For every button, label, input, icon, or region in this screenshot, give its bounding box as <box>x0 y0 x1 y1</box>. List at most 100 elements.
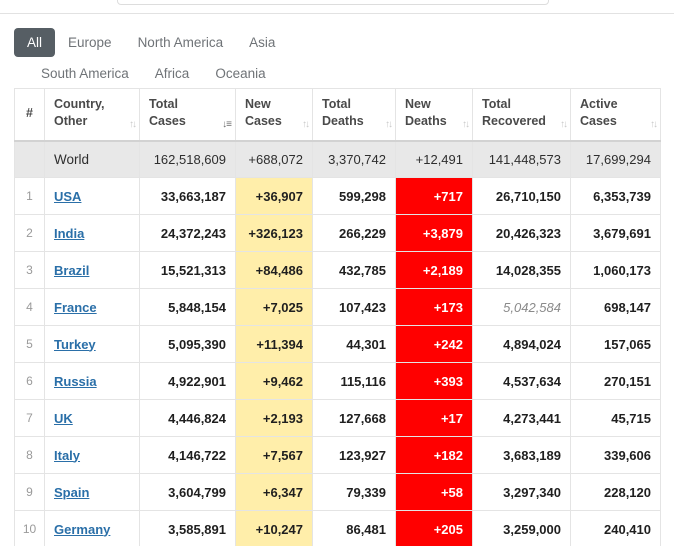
country-link[interactable]: France <box>54 300 97 315</box>
header-row: # Country, Other ↑↓ Total Cases ↓≡ New C… <box>15 89 661 141</box>
new-deaths-cell: +717 <box>396 178 473 215</box>
column-header-total-deaths[interactable]: Total Deaths ↑↓ <box>313 89 396 141</box>
new-deaths-cell: +12,491 <box>396 141 473 178</box>
new-cases-cell: +10,247 <box>236 511 313 546</box>
total-cases-cell: 3,604,799 <box>140 474 236 511</box>
header-label: Deaths <box>405 113 466 130</box>
total-recovered-cell: 3,683,189 <box>473 437 571 474</box>
total-cases-cell: 5,848,154 <box>140 289 236 326</box>
header-label: Total <box>482 96 564 113</box>
total-recovered-cell: 20,426,323 <box>473 215 571 252</box>
country-link[interactable]: USA <box>54 189 81 204</box>
header-label: New <box>245 96 306 113</box>
country-cell: Russia <box>45 363 140 400</box>
tab-asia[interactable]: Asia <box>236 28 288 57</box>
column-header-rank[interactable]: # <box>15 89 45 141</box>
sort-desc-icon: ↓≡ <box>222 119 231 130</box>
table-row: 7 UK 4,446,824 +2,193 127,668 +17 4,273,… <box>15 400 661 437</box>
tab-africa[interactable]: Africa <box>142 59 203 88</box>
rank-cell: 3 <box>15 252 45 289</box>
tab-north-america[interactable]: North America <box>125 28 237 57</box>
country-link[interactable]: Brazil <box>54 263 89 278</box>
rank-cell: 6 <box>15 363 45 400</box>
tab-row-1: All Europe North America Asia <box>14 28 288 57</box>
country-cell: USA <box>45 178 140 215</box>
total-recovered-cell: 4,273,441 <box>473 400 571 437</box>
total-deaths-cell: 44,301 <box>313 326 396 363</box>
sort-icon: ↑↓ <box>302 119 308 130</box>
country-link[interactable]: UK <box>54 411 73 426</box>
world-summary-row: World 162,518,609 +688,072 3,370,742 +12… <box>15 141 661 178</box>
new-deaths-cell: +393 <box>396 363 473 400</box>
column-header-new-cases[interactable]: New Cases ↑↓ <box>236 89 313 141</box>
active-cases-cell: 17,699,294 <box>571 141 661 178</box>
active-cases-cell: 228,120 <box>571 474 661 511</box>
new-cases-cell: +84,486 <box>236 252 313 289</box>
country-cell: UK <box>45 400 140 437</box>
new-deaths-cell: +205 <box>396 511 473 546</box>
search-input-partial[interactable] <box>117 0 549 5</box>
country-link[interactable]: India <box>54 226 84 241</box>
total-recovered-cell: 26,710,150 <box>473 178 571 215</box>
header-label: Deaths <box>322 113 389 130</box>
new-deaths-cell: +17 <box>396 400 473 437</box>
header-label: Cases <box>580 113 654 130</box>
total-deaths-cell: 3,370,742 <box>313 141 396 178</box>
new-cases-cell: +7,025 <box>236 289 313 326</box>
total-cases-cell: 5,095,390 <box>140 326 236 363</box>
new-cases-cell: +688,072 <box>236 141 313 178</box>
rank-cell: 10 <box>15 511 45 546</box>
tab-all[interactable]: All <box>14 28 55 57</box>
tab-europe[interactable]: Europe <box>55 28 125 57</box>
total-cases-cell: 24,372,243 <box>140 215 236 252</box>
total-recovered-cell: 141,448,573 <box>473 141 571 178</box>
new-cases-cell: +2,193 <box>236 400 313 437</box>
column-header-active-cases[interactable]: Active Cases ↑↓ <box>571 89 661 141</box>
column-header-total-recovered[interactable]: Total Recovered ↑↓ <box>473 89 571 141</box>
new-deaths-cell: +182 <box>396 437 473 474</box>
country-link[interactable]: Germany <box>54 522 110 537</box>
country-cell: Italy <box>45 437 140 474</box>
country-link[interactable]: Spain <box>54 485 89 500</box>
country-link[interactable]: Italy <box>54 448 80 463</box>
new-cases-cell: +9,462 <box>236 363 313 400</box>
header-label: Active <box>580 96 654 113</box>
country-cell: Brazil <box>45 252 140 289</box>
new-cases-cell: +11,394 <box>236 326 313 363</box>
country-cell: Germany <box>45 511 140 546</box>
rank-cell: 2 <box>15 215 45 252</box>
new-cases-cell: +7,567 <box>236 437 313 474</box>
continent-tabs: All Europe North America Asia South Amer… <box>14 28 288 88</box>
sort-icon: ↑↓ <box>129 119 135 130</box>
column-header-total-cases[interactable]: Total Cases ↓≡ <box>140 89 236 141</box>
column-header-new-deaths[interactable]: New Deaths ↑↓ <box>396 89 473 141</box>
total-recovered-cell: 3,259,000 <box>473 511 571 546</box>
table-row: 2 India 24,372,243 +326,123 266,229 +3,8… <box>15 215 661 252</box>
country-cell: Spain <box>45 474 140 511</box>
header-label: # <box>17 105 42 122</box>
table-row: 6 Russia 4,922,901 +9,462 115,116 +393 4… <box>15 363 661 400</box>
tab-oceania[interactable]: Oceania <box>202 59 278 88</box>
total-recovered-cell: 4,537,634 <box>473 363 571 400</box>
total-recovered-cell: 3,297,340 <box>473 474 571 511</box>
sort-icon: ↑↓ <box>385 119 391 130</box>
table-row: 9 Spain 3,604,799 +6,347 79,339 +58 3,29… <box>15 474 661 511</box>
country-link[interactable]: Russia <box>54 374 97 389</box>
header-label: Country, <box>54 96 133 113</box>
country-link[interactable]: Turkey <box>54 337 96 352</box>
rank-cell: 7 <box>15 400 45 437</box>
active-cases-cell: 6,353,739 <box>571 178 661 215</box>
covid-stats-table: # Country, Other ↑↓ Total Cases ↓≡ New C… <box>14 88 661 546</box>
column-header-country[interactable]: Country, Other ↑↓ <box>45 89 140 141</box>
total-cases-cell: 15,521,313 <box>140 252 236 289</box>
table-row: 8 Italy 4,146,722 +7,567 123,927 +182 3,… <box>15 437 661 474</box>
rank-cell <box>15 141 45 178</box>
top-divider <box>0 13 674 14</box>
tab-south-america[interactable]: South America <box>28 59 142 88</box>
header-label: Cases <box>149 113 229 130</box>
total-deaths-cell: 115,116 <box>313 363 396 400</box>
sort-icon: ↑↓ <box>560 119 566 130</box>
active-cases-cell: 3,679,691 <box>571 215 661 252</box>
total-deaths-cell: 79,339 <box>313 474 396 511</box>
world-label: World <box>45 141 140 178</box>
